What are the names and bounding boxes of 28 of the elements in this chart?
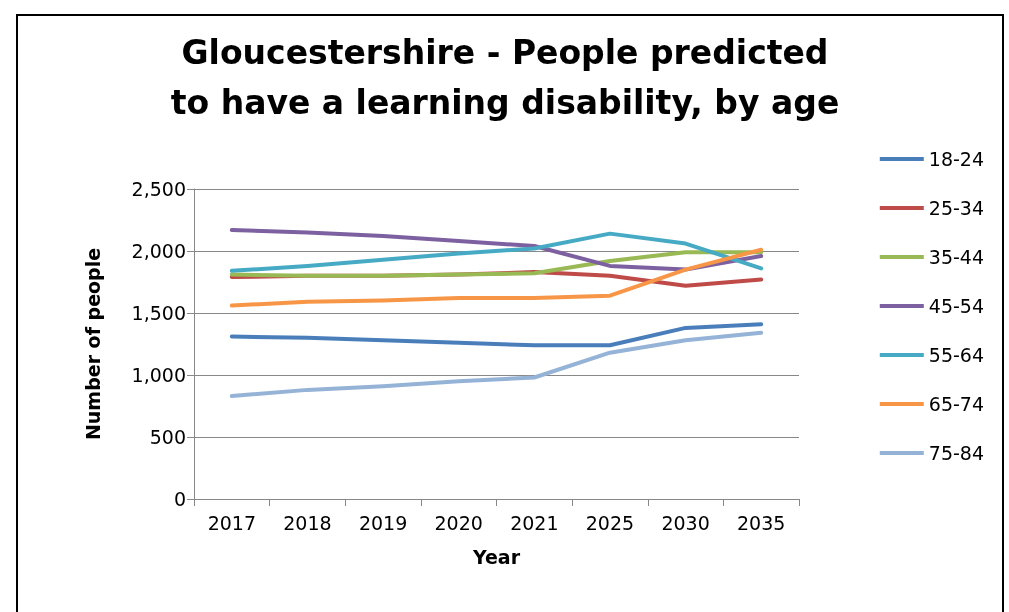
x-tick-label: 2017 — [207, 511, 256, 534]
x-tick-label: 2035 — [737, 511, 786, 534]
legend-label: 45-54 — [928, 295, 985, 317]
legend-label: 25-34 — [928, 197, 985, 219]
line-series — [229, 250, 764, 278]
y-tick-label: 0 — [173, 488, 186, 510]
x-tick-label: 2020 — [434, 511, 483, 534]
x-tick-label: 2025 — [585, 511, 635, 534]
legend-label: 18-24 — [928, 148, 985, 170]
line-series — [229, 247, 764, 308]
y-tick-label: 2,000 — [131, 240, 186, 262]
y-tick-label: 1,500 — [131, 302, 186, 324]
y-tick-label: 500 — [149, 426, 186, 448]
y-tick-label: 1,000 — [131, 364, 186, 386]
x-axis-title: Year — [471, 545, 521, 568]
x-tick-label: 2021 — [510, 511, 559, 534]
line-series — [229, 322, 764, 348]
x-tick-label: 2018 — [283, 511, 332, 534]
x-tick-label: 2019 — [358, 511, 408, 534]
legend-label: 35-44 — [928, 246, 985, 268]
legend-label: 55-64 — [928, 344, 985, 366]
legend-label: 65-74 — [928, 393, 985, 415]
y-tick-label: 2,500 — [131, 178, 186, 200]
x-tick-label: 2030 — [661, 511, 710, 534]
line-series — [229, 330, 764, 399]
chart-title: Gloucestershire - People predicted to have a learning disability, by age — [170, 32, 840, 122]
legend-label: 75-84 — [928, 442, 985, 464]
y-axis-title: Number of people — [81, 247, 104, 441]
